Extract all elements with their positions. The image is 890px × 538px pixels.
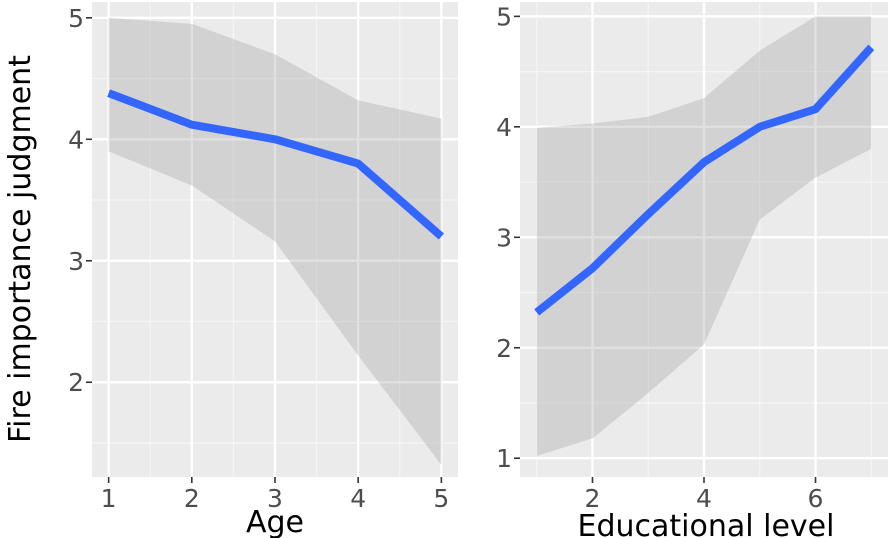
confidence-band xyxy=(536,16,872,457)
y-tick-label: 3 xyxy=(496,223,512,252)
x-tick-label: 1 xyxy=(101,484,117,513)
x-tick-label: 5 xyxy=(433,484,449,513)
panel-age: 1 2 3 4 5 2 3 4 5 Age xyxy=(68,2,458,538)
y-tick-label: 5 xyxy=(68,4,84,33)
x-tick-label: 3 xyxy=(267,484,283,513)
y-tick-label: 4 xyxy=(68,125,84,154)
x-tick-label: 2 xyxy=(585,484,601,513)
x-tick-label: 6 xyxy=(808,484,824,513)
series-line xyxy=(107,89,444,240)
x-tick-label: 4 xyxy=(350,484,366,513)
panel-educational-level: 2 4 6 1 2 3 4 5 Educational level xyxy=(496,2,888,538)
series-line xyxy=(534,44,875,316)
x-axis-label: Age xyxy=(246,505,304,538)
x-tick-label: 2 xyxy=(184,484,200,513)
x-axis-label: Educational level xyxy=(578,509,835,538)
x-tick-label: 4 xyxy=(696,484,712,513)
y-tick-label: 2 xyxy=(68,368,84,397)
y-tick-label: 5 xyxy=(496,2,512,31)
y-tick-label: 4 xyxy=(496,113,512,142)
y-tick-label: 3 xyxy=(68,247,84,276)
y-tick-label: 2 xyxy=(496,334,512,363)
confidence-band xyxy=(108,17,442,465)
y-tick-label: 1 xyxy=(496,444,512,473)
y-axis-label: Fire importance judgment xyxy=(3,55,38,443)
